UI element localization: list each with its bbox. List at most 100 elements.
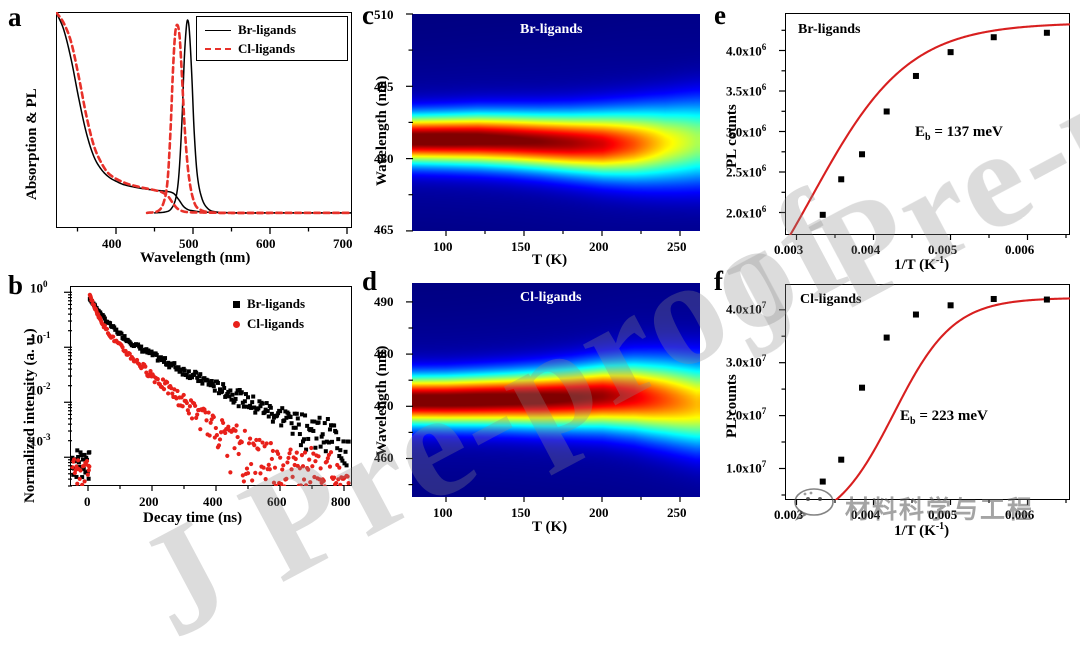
wechat-logo-icon bbox=[794, 488, 834, 521]
panel-f-yaxis-ticks bbox=[779, 309, 786, 496]
panel-f-xaxis-ticks bbox=[795, 500, 1067, 505]
panel-f-xtick-0006: 0.006 bbox=[1005, 507, 1035, 522]
panel-b-ylabel: Normalized intensity (a. u.) bbox=[22, 328, 38, 503]
panel-e-xlabel: 1/T (K-1) bbox=[894, 255, 950, 273]
panel-e-yaxis-ticks bbox=[779, 29, 786, 214]
panel-b-xtick-600: 600 bbox=[267, 494, 287, 509]
panel-b-legend-label-br: Br-ligands bbox=[247, 296, 306, 311]
panel-f-xtick-0005: 0.005 bbox=[928, 507, 958, 522]
solid-line-icon bbox=[205, 29, 231, 31]
panel-e-label: e bbox=[714, 0, 726, 30]
panel-b-ytick-1: 100 bbox=[30, 279, 48, 296]
panel-b-legend-item-br: Br-ligands bbox=[233, 296, 305, 312]
panel-c-heatmap bbox=[412, 14, 700, 231]
panel-e-xaxis-ticks bbox=[795, 235, 1067, 240]
panel-d-ytick-490: 490 bbox=[374, 294, 394, 309]
panel-a: a Absorption & PL 400 500 600 700 Wavele… bbox=[0, 0, 360, 268]
panel-f-ytick-1: 1.0x107 bbox=[726, 459, 767, 476]
panel-d-heatmap bbox=[412, 283, 700, 497]
panel-f-eb-value: 223 bbox=[931, 408, 955, 424]
panel-c: c Wavelength (nm) Br-ligands 510 495 480… bbox=[360, 0, 710, 268]
panel-a-plot bbox=[56, 12, 352, 215]
panel-c-xlabel: T (K) bbox=[532, 252, 568, 268]
red-circle-marker-icon bbox=[233, 320, 240, 328]
panel-b-plot bbox=[70, 292, 351, 486]
panel-e-xtick-0003: 0.003 bbox=[774, 242, 804, 257]
panel-d-xtick-150: 150 bbox=[511, 505, 531, 520]
panel-b-xtick-800: 800 bbox=[331, 494, 351, 509]
panel-b-legend-label-cl: Cl-ligands bbox=[247, 316, 305, 331]
panel-c-xtick-150: 150 bbox=[511, 239, 531, 254]
panel-b-xtick-200: 200 bbox=[139, 494, 159, 509]
panel-f-ytick-2: 2.0x107 bbox=[726, 406, 767, 423]
panel-a-xtick-400: 400 bbox=[102, 236, 122, 251]
panel-f-eb-unit: meV bbox=[957, 408, 988, 424]
panel-c-xtick-200: 200 bbox=[589, 239, 609, 254]
panel-e-plot-frame bbox=[785, 13, 1070, 235]
panel-d-ytick-470: 470 bbox=[374, 398, 394, 413]
panel-c-ytick-495: 495 bbox=[374, 79, 394, 94]
panel-d-ytick-480: 480 bbox=[374, 346, 394, 361]
black-square-marker-icon bbox=[233, 300, 240, 308]
panel-a-xlabel: Wavelength (nm) bbox=[140, 250, 251, 266]
panel-c-xtick-100: 100 bbox=[433, 239, 453, 254]
panel-a-ylabel: Absorption & PL bbox=[24, 88, 40, 200]
panel-d-xtick-250: 250 bbox=[667, 505, 687, 520]
panel-e-series-label: Br-ligands bbox=[798, 22, 861, 37]
panel-b-ytick-3: 10-2 bbox=[30, 381, 51, 398]
panel-b-xtick-400: 400 bbox=[203, 494, 223, 509]
panel-e-ytick-3: 3.0x106 bbox=[726, 123, 767, 140]
panel-a-legend-item-br: Br-ligands bbox=[205, 22, 296, 38]
panel-a-label: a bbox=[8, 2, 22, 32]
panel-e: e PL counts Br-ligands Eb = 137 meV 4.0x… bbox=[710, 0, 1080, 273]
panel-e-xtick-0004: 0.004 bbox=[851, 242, 881, 257]
panel-f-xtick-0004: 0.004 bbox=[851, 507, 881, 522]
panel-a-xtick-700: 700 bbox=[333, 236, 353, 251]
panel-b-yaxis-ticks bbox=[64, 291, 72, 487]
panel-b: b Normalized intensity (a. u.) 100 10-1 … bbox=[0, 268, 360, 545]
panel-a-legend-item-cl: Cl-ligands bbox=[205, 41, 295, 57]
panel-c-series-label: Br-ligands bbox=[520, 22, 583, 37]
panel-e-xtick-0005: 0.005 bbox=[928, 242, 958, 257]
panel-d: d Wavelength (nm) Cl-ligands 490 480 470… bbox=[360, 268, 710, 545]
panel-e-ytick-35: 3.5x106 bbox=[726, 82, 767, 99]
panel-f-annotation: Eb = 223 meV bbox=[900, 408, 988, 427]
panel-d-yaxis-ticks bbox=[406, 301, 413, 486]
panel-f-ytick-4: 4.0x107 bbox=[726, 300, 767, 317]
panel-c-ytick-510: 510 bbox=[374, 7, 394, 22]
panel-d-xtick-100: 100 bbox=[433, 505, 453, 520]
panel-e-ytick-4: 4.0x106 bbox=[726, 42, 767, 59]
panel-f-plot-frame bbox=[785, 284, 1070, 500]
panel-c-yaxis-ticks bbox=[406, 13, 413, 232]
panel-a-xtick-600: 600 bbox=[256, 236, 276, 251]
panel-a-legend-label-cl: Cl-ligands bbox=[238, 41, 296, 56]
panel-d-ytick-460: 460 bbox=[374, 450, 394, 465]
dashed-line-icon bbox=[205, 48, 231, 50]
panel-e-annotation: Eb = 137 meV bbox=[915, 124, 1003, 143]
panel-e-xtick-0006: 0.006 bbox=[1005, 242, 1035, 257]
panel-d-series-label: Cl-ligands bbox=[520, 290, 582, 305]
panel-a-legend-label-br: Br-ligands bbox=[238, 22, 297, 37]
panel-b-ytick-4: 10-3 bbox=[30, 432, 51, 449]
panel-e-eb-value: 137 bbox=[946, 124, 970, 140]
panel-b-xtick-0: 0 bbox=[84, 494, 91, 509]
panel-d-xtick-200: 200 bbox=[589, 505, 609, 520]
panel-e-ytick-2: 2.0x106 bbox=[726, 204, 767, 221]
panel-b-legend-item-cl: Cl-ligands bbox=[233, 316, 304, 332]
panel-f-xtick-0003: 0.003 bbox=[774, 507, 804, 522]
panel-c-ytick-480: 480 bbox=[374, 151, 394, 166]
panel-b-xlabel: Decay time (ns) bbox=[143, 510, 243, 526]
panel-a-xtick-500: 500 bbox=[179, 236, 199, 251]
panel-f: f PL counts Cl-ligands Eb = 223 meV 4.0x… bbox=[710, 268, 1080, 545]
panel-f-ytick-3: 3.0x107 bbox=[726, 353, 767, 370]
panel-f-xlabel: 1/T (K-1) bbox=[894, 521, 950, 539]
panel-e-plot bbox=[788, 23, 1070, 235]
panel-d-xaxis-ticks bbox=[445, 497, 681, 502]
panel-c-ytick-465: 465 bbox=[374, 222, 394, 237]
panel-d-xlabel: T (K) bbox=[532, 519, 568, 535]
panel-b-ytick-2: 10-1 bbox=[30, 330, 51, 347]
panel-b-label: b bbox=[8, 270, 24, 300]
panel-c-label: c bbox=[362, 0, 374, 30]
panel-e-eb-unit: meV bbox=[972, 124, 1003, 140]
